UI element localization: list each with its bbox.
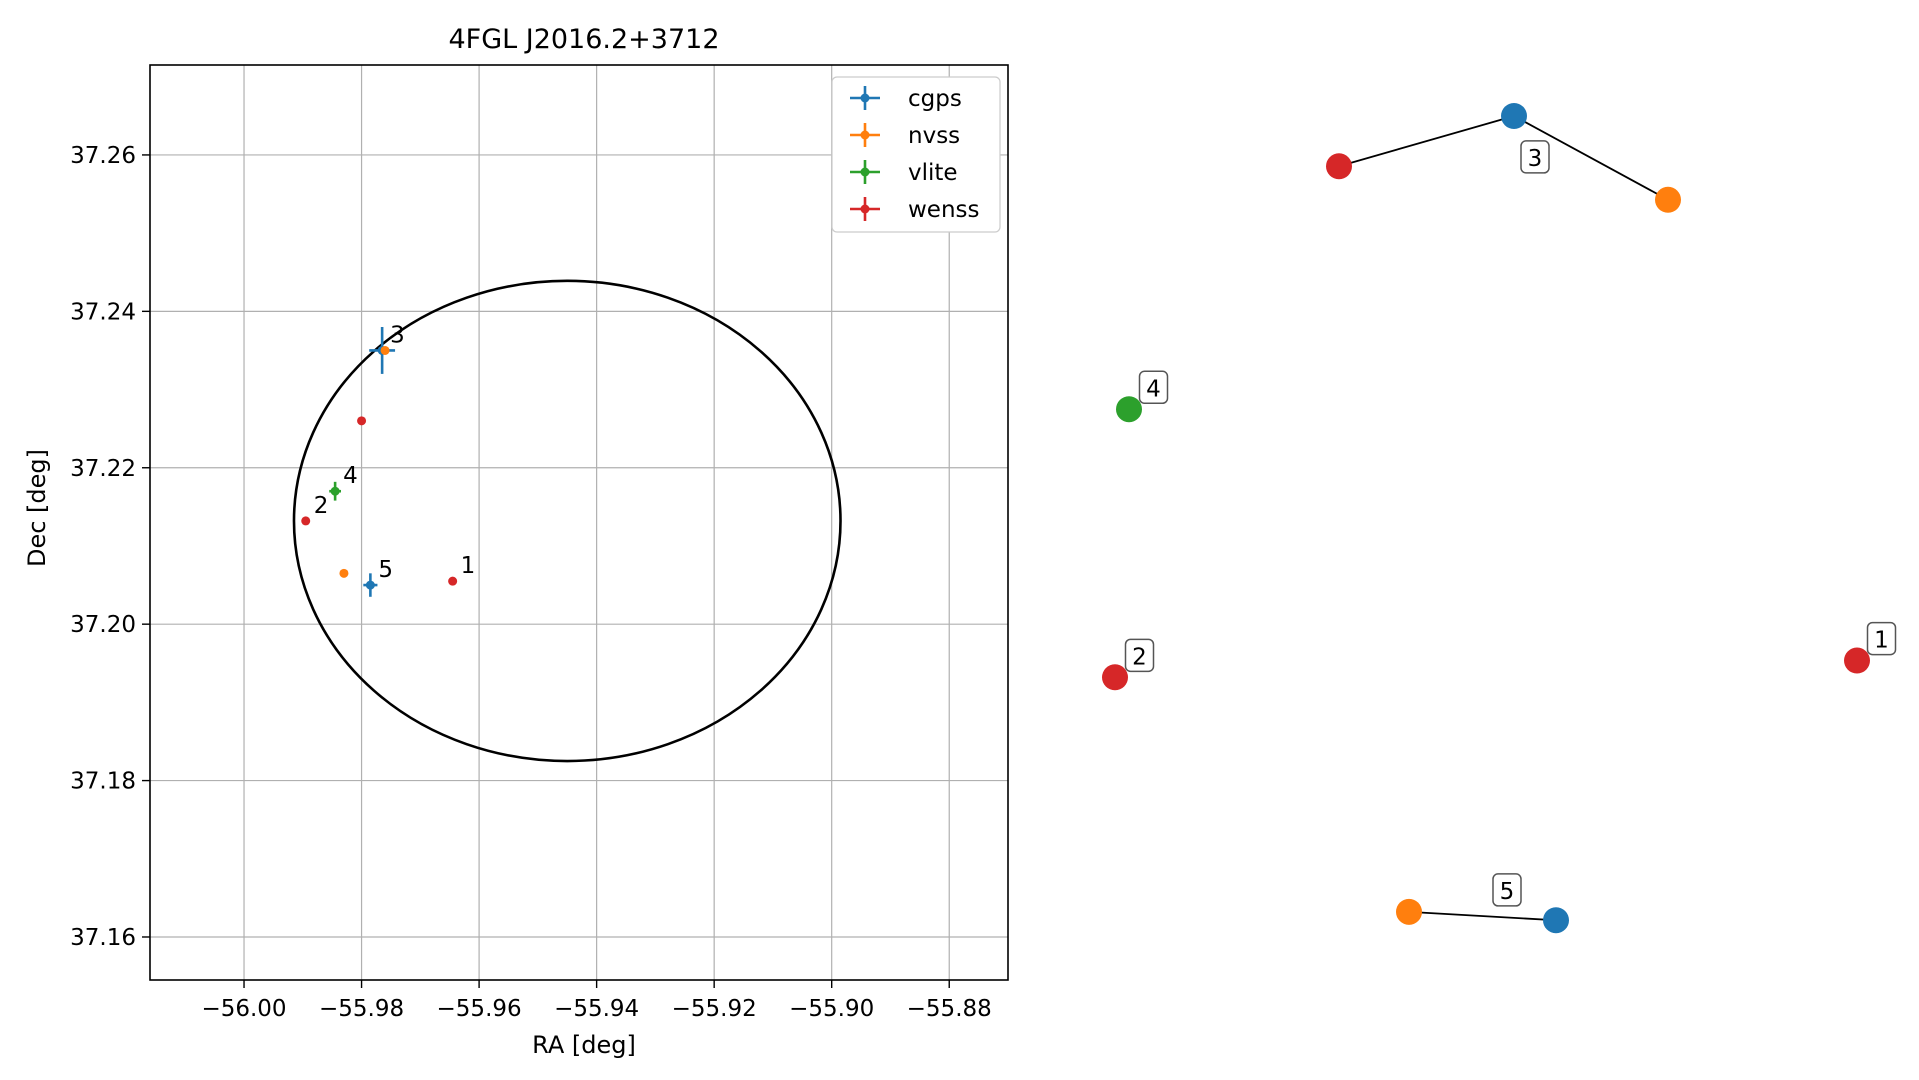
- legend-vlite-marker: [860, 167, 870, 177]
- annotation-label: 1: [461, 553, 476, 579]
- wenss-point: [301, 516, 311, 526]
- nvss-point: [339, 568, 349, 578]
- graph-label-text: 4: [1146, 376, 1161, 402]
- chart-title: 4FGL J2016.2+3712: [448, 24, 719, 55]
- y-tick-label: 37.22: [70, 456, 136, 482]
- graph-node: [1326, 153, 1352, 180]
- y-tick-label: 37.26: [70, 143, 136, 169]
- graph-label-box: [1520, 140, 1550, 174]
- graph-nodes: [1102, 103, 1870, 934]
- legend-wenss-marker: [860, 204, 870, 214]
- y-ticks: 37.16 37.18 37.20 37.22 37.24 37.26: [70, 143, 150, 951]
- x-tick-label: −55.88: [907, 996, 992, 1022]
- y-tick-label: 37.24: [70, 299, 136, 325]
- graph-labels: 3 4 2 1 5: [1124, 140, 1897, 907]
- graph-node: [1844, 647, 1870, 674]
- graph-label-text: 5: [1500, 879, 1515, 905]
- left-scatter-panel: 4FGL J2016.2+3712 1 2 3 4 5 −56.00 −55.98 −55.…: [23, 24, 1009, 1059]
- graph-label-text: 3: [1528, 146, 1543, 172]
- y-axis-label: Dec [deg]: [23, 449, 51, 567]
- legend-box: [831, 76, 1001, 233]
- x-tick-label: −55.94: [554, 996, 639, 1022]
- x-axis-label: RA [deg]: [532, 1031, 636, 1059]
- y-tick-label: 37.18: [70, 769, 136, 795]
- point-annotations: 1 2 3 4 5: [314, 322, 476, 583]
- wenss-point: [357, 416, 367, 426]
- plot-frame: [149, 64, 1009, 981]
- nvss-point: [380, 345, 390, 355]
- x-tick-label: −55.98: [319, 996, 404, 1022]
- annotation-label: 3: [390, 322, 405, 348]
- y-tick-label: 37.20: [70, 612, 136, 638]
- graph-label-box: [1866, 621, 1897, 656]
- graph-edge: [1338, 115, 1515, 168]
- graph-node: [1501, 103, 1527, 129]
- cgps-point: [365, 580, 375, 590]
- annotation-label: 5: [378, 557, 393, 583]
- annotation-label: 2: [314, 493, 329, 519]
- data-points: [301, 326, 458, 597]
- legend-cgps-marker: [860, 93, 870, 103]
- x-ticks: −56.00 −55.98 −55.96 −55.94 −55.92 −55.90 −55.…: [201, 980, 992, 1022]
- annotation-label: 4: [343, 463, 358, 489]
- graph-label-box: [1124, 638, 1155, 673]
- legend-cgps-label: cgps: [908, 86, 962, 112]
- graph-edge: [1408, 910, 1557, 922]
- ellipse-outline: [292, 279, 842, 763]
- legend-nvss-label: nvss: [908, 123, 960, 149]
- graph-label-text: 1: [1874, 628, 1889, 654]
- legend-wenss-label: wenss: [908, 197, 980, 223]
- graph-node: [1102, 664, 1128, 691]
- graph-label-box: [1492, 873, 1522, 907]
- graph-edge: [1513, 115, 1669, 201]
- graph-edges: [1338, 115, 1669, 922]
- uncertainty-ellipse: [292, 279, 842, 763]
- legend-nvss-marker: [860, 130, 870, 140]
- y-tick-label: 37.16: [70, 925, 136, 951]
- right-graph-panel: 3 4 2 1 5: [1102, 103, 1897, 934]
- x-tick-label: −55.90: [789, 996, 874, 1022]
- legend-vlite-label: vlite: [908, 160, 958, 186]
- x-tick-label: −56.00: [201, 996, 286, 1022]
- graph-label-text: 2: [1132, 644, 1147, 670]
- wenss-point: [448, 576, 458, 586]
- x-tick-label: −55.96: [437, 996, 522, 1022]
- graph-label-box: [1138, 370, 1169, 405]
- graph-node: [1116, 396, 1142, 423]
- graph-node: [1543, 907, 1569, 934]
- graph-node: [1396, 898, 1422, 925]
- x-tick-label: −55.92: [672, 996, 757, 1022]
- legend: cgps nvss vlite wenss: [831, 76, 1001, 233]
- graph-node: [1655, 186, 1681, 213]
- vlite-point: [330, 486, 340, 496]
